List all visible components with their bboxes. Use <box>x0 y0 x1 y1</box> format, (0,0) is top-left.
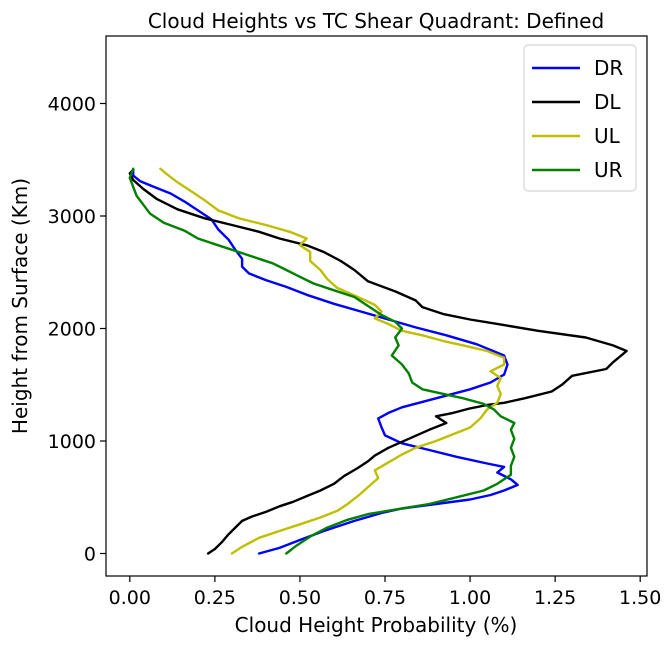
legend: DR DL UL UR <box>523 44 637 192</box>
y-tick-label: 0 <box>84 544 96 566</box>
x-tick-label: 1.25 <box>534 587 576 609</box>
x-tick-label: 1.50 <box>619 587 661 609</box>
x-tick-label: 0.75 <box>364 587 406 609</box>
y-tick-label: 4000 <box>48 94 96 116</box>
series-layer <box>128 167 628 555</box>
series-line-ul <box>159 167 506 555</box>
series-line-dr <box>132 168 519 555</box>
legend-label-ur: UR <box>594 158 623 182</box>
y-tick-label: 1000 <box>48 431 96 453</box>
y-axis-ticks: 0 1000 2000 3000 4000 <box>48 94 106 566</box>
y-tick-label: 2000 <box>48 319 96 341</box>
x-tick-label: 0.50 <box>279 587 321 609</box>
y-tick-label: 3000 <box>48 206 96 228</box>
legend-label-ul: UL <box>594 124 621 148</box>
x-axis-ticks: 0.00 0.25 0.50 0.75 1.00 1.25 1.50 <box>109 576 661 609</box>
legend-label-dl: DL <box>594 90 621 114</box>
legend-label-dr: DR <box>594 56 623 80</box>
x-tick-label: 0.00 <box>109 587 151 609</box>
legend-box <box>523 44 637 192</box>
x-tick-label: 0.25 <box>194 587 236 609</box>
chart-title: Cloud Heights vs TC Shear Quadrant: Defi… <box>148 9 604 33</box>
x-axis-label: Cloud Height Probability (%) <box>235 613 518 637</box>
plot-frame <box>105 35 648 577</box>
y-axis-label: Height from Surface (Km) <box>8 178 32 434</box>
series-line-ur <box>128 167 516 555</box>
x-tick-label: 1.00 <box>449 587 491 609</box>
series-line-dl <box>128 168 628 555</box>
